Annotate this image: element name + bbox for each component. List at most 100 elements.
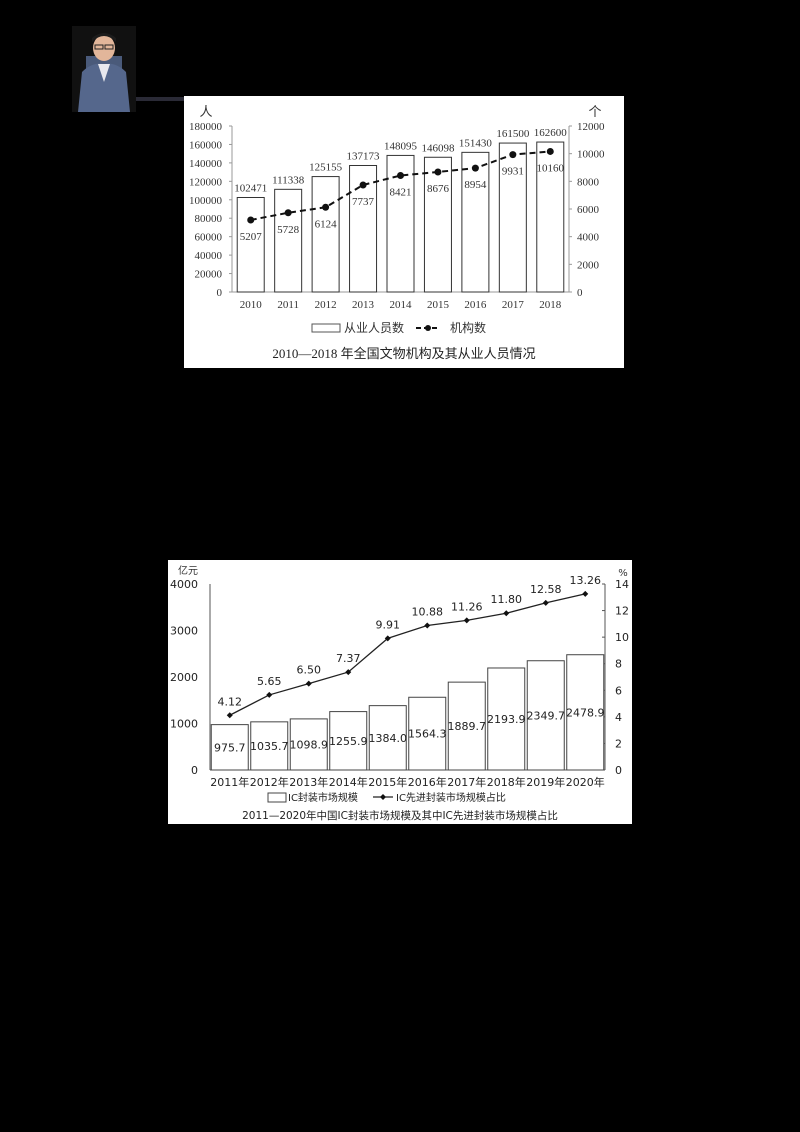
legend-bar-swatch <box>267 792 287 803</box>
y-tick-label: 0 <box>191 764 198 777</box>
x-tick-label: 2014年 <box>329 775 368 789</box>
bar-value-label: 2193.9 <box>487 713 526 726</box>
chart-1-canvas: 人个02000040000600008000010000012000014000… <box>189 104 605 361</box>
y2-tick-label: 4 <box>615 711 622 724</box>
chart-cultural-relics: 人个 0 20000 40000 60000 80000 100000 120000 14000… <box>184 96 624 368</box>
right-axis-unit: % <box>618 568 628 579</box>
bar-value-label: 1564.3 <box>408 728 447 741</box>
line-point <box>359 181 367 189</box>
x-tick-label: 2016年 <box>408 775 447 789</box>
bar-value-label: 1384.0 <box>369 732 408 745</box>
y2-tick-label: 0 <box>615 764 622 777</box>
line-value-label: 4.12 <box>218 695 243 708</box>
line-value-label: 13.26 <box>570 574 602 587</box>
line-point <box>546 147 554 155</box>
x-tick-label: 2016 <box>464 299 487 311</box>
line-point <box>503 610 510 617</box>
chart-title: 2010—2018 年全国文物机构及其从业人员情况 <box>272 346 535 361</box>
x-tick-label: 2013 <box>352 299 375 311</box>
line-point <box>266 691 273 698</box>
bar-value-label: 146098 <box>421 142 455 154</box>
left-axis-unit: 人 <box>199 104 212 119</box>
y-tick-label: 20000 <box>195 269 223 281</box>
y-tick-label: 40000 <box>195 250 223 262</box>
y-tick-label: 140000 <box>189 158 223 170</box>
y2-tick-label: 2 <box>615 737 622 750</box>
line-point <box>322 203 330 211</box>
line-value-label: 12.58 <box>530 583 562 596</box>
bar-value-label: 125155 <box>309 162 343 174</box>
x-tick-label: 2018年 <box>487 775 526 789</box>
line-value-label: 5728 <box>277 224 300 236</box>
x-tick-label: 2010 <box>240 299 263 311</box>
y2-tick-label: 4000 <box>577 232 600 244</box>
x-tick-label: 2014 <box>390 299 413 311</box>
y-tick-label: 180000 <box>189 121 223 133</box>
right-axis-unit: 个 <box>588 104 601 119</box>
line-value-label: 10160 <box>537 162 565 174</box>
bar-employees <box>236 196 265 293</box>
chart-2-canvas: 亿元 % 0 1000 2000 3000 4000 0 2 4 6 8 10 12 14 975.7 2011… <box>170 564 629 822</box>
y2-tick-label: 12 <box>615 605 629 618</box>
y2-tick-label: 14 <box>615 578 629 591</box>
bar-market-size <box>447 681 486 771</box>
line-value-label: 8421 <box>390 187 412 199</box>
bar-value-label: 111338 <box>272 174 305 186</box>
line-value-label: 8676 <box>427 183 450 195</box>
line-point <box>509 151 517 159</box>
line-point <box>434 168 442 176</box>
y2-tick-label: 10 <box>615 631 629 644</box>
bar-value-label: 151430 <box>459 137 493 149</box>
bar-value-label: 1035.7 <box>250 740 289 753</box>
legend-bar-label: IC封装市场规模 <box>288 791 358 804</box>
x-tick-label: 2011 <box>277 299 299 311</box>
bar-value-label: 161500 <box>496 128 530 140</box>
bar-employees <box>498 142 527 293</box>
y2-tick-label: 8000 <box>577 176 600 188</box>
left-axis-unit: 亿元 <box>178 564 198 577</box>
bar-value-label: 102471 <box>234 182 267 194</box>
line-point <box>582 590 589 597</box>
line-advanced-share <box>229 593 586 716</box>
line-point <box>226 712 233 719</box>
line-point <box>384 635 391 642</box>
line-value-label: 5207 <box>240 231 263 243</box>
bar-market-size <box>250 721 289 771</box>
line-value-label: 7.37 <box>336 652 361 665</box>
line-value-label: 7737 <box>352 196 375 208</box>
line-value-label: 11.26 <box>451 600 483 613</box>
bar-employees <box>536 141 565 293</box>
person-photo-icon <box>72 26 136 112</box>
bar-value-label: 1889.7 <box>448 720 487 733</box>
y-tick-label: 1000 <box>170 718 198 731</box>
line-point <box>471 164 479 172</box>
chart-ic-packaging: 亿元% 0 1000 2000 3000 4000 0 2 4 6 8 10 12 14 975.7 2011… <box>168 560 632 824</box>
bar-market-size <box>210 724 249 771</box>
bar-value-label: 1255.9 <box>329 735 368 748</box>
y-tick-label: 2000 <box>170 671 198 684</box>
y2-tick-label: 6000 <box>577 204 600 216</box>
y-tick-label: 120000 <box>189 176 223 188</box>
bar-employees <box>274 188 303 293</box>
bar-market-size <box>526 660 565 771</box>
line-value-label: 8954 <box>464 179 487 191</box>
y-tick-label: 0 <box>217 287 223 299</box>
line-value-label: 9.91 <box>376 618 401 631</box>
line-value-label: 11.80 <box>491 593 523 606</box>
x-tick-label: 2015 <box>427 299 450 311</box>
bar-value-label: 975.7 <box>214 741 246 754</box>
x-tick-label: 2017年 <box>447 775 486 789</box>
x-tick-label: 2017 <box>502 299 525 311</box>
x-tick-label: 2020年 <box>566 775 605 789</box>
y2-tick-label: 12000 <box>577 121 605 133</box>
line-point <box>284 209 292 217</box>
x-tick-label: 2012 <box>315 299 337 311</box>
x-tick-label: 2012年 <box>250 775 289 789</box>
x-tick-label: 2018 <box>539 299 562 311</box>
line-point <box>542 599 549 606</box>
y2-tick-label: 2000 <box>577 259 600 271</box>
bar-value-label: 1098.9 <box>290 738 329 751</box>
y-tick-label: 60000 <box>195 232 223 244</box>
x-tick-label: 2013年 <box>289 775 328 789</box>
y-tick-label: 3000 <box>170 625 198 638</box>
